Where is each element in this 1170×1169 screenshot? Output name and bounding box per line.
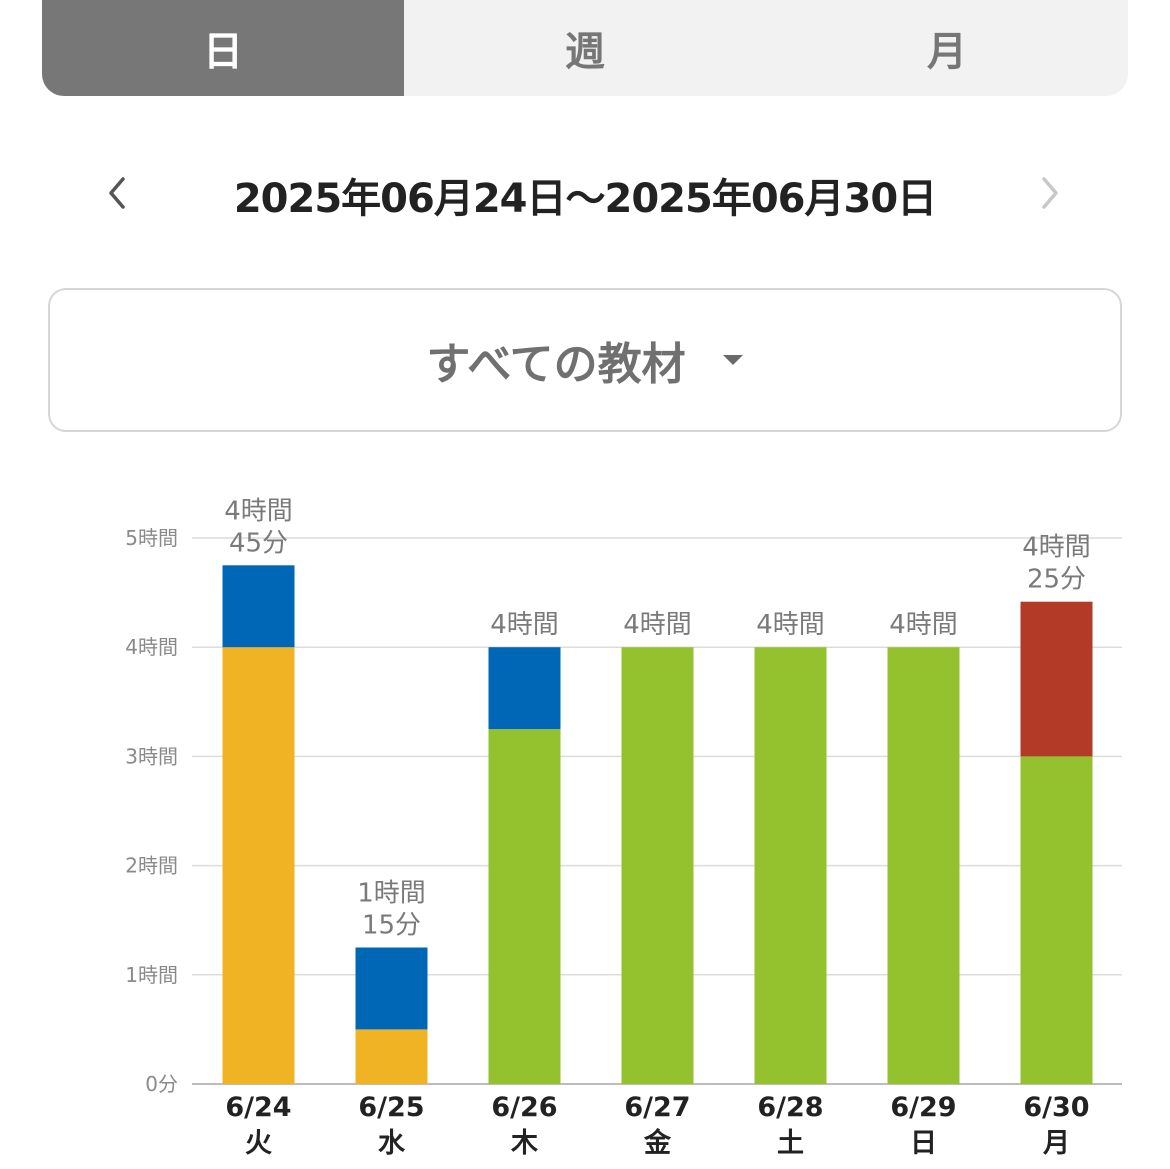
- bar-segment: [222, 565, 295, 648]
- bar-total-label: 4時間: [889, 610, 958, 640]
- x-weekday-label: 木: [510, 1128, 538, 1159]
- bar-segment: [887, 647, 960, 1084]
- tab-week[interactable]: 週: [565, 29, 605, 75]
- x-date-label: 6/29: [890, 1092, 956, 1123]
- y-tick-label: 4時間: [125, 635, 178, 659]
- bar-total-label: 4時間: [623, 610, 692, 640]
- bar-segment: [1020, 601, 1093, 757]
- bar-segment: [754, 647, 827, 1084]
- y-tick-label: 3時間: [125, 744, 178, 768]
- bar-total-label: 25分: [1027, 565, 1086, 595]
- bar-segment: [1020, 756, 1093, 1084]
- x-weekday-label: 火: [245, 1128, 272, 1159]
- material-filter-dropdown[interactable]: すべての教材: [48, 288, 1122, 432]
- bar-segment: [621, 647, 694, 1084]
- bar-segment: [488, 729, 561, 1084]
- tab-day[interactable]: 日: [42, 0, 404, 96]
- y-tick-label: 5時間: [125, 526, 178, 550]
- x-weekday-label: 金: [643, 1127, 672, 1159]
- chevron-left-icon: [109, 177, 125, 209]
- x-date-label: 6/27: [624, 1092, 690, 1123]
- chevron-right-icon: [1042, 177, 1058, 209]
- x-weekday-label: 日: [910, 1128, 937, 1159]
- x-weekday-label: 土: [777, 1128, 804, 1159]
- bar-total-label: 4時間: [756, 610, 825, 640]
- date-range-row: 2025年06月24日〜2025年06月30日: [0, 150, 1170, 236]
- prev-period-button[interactable]: [92, 168, 142, 218]
- bar-segment: [222, 647, 295, 1084]
- x-date-label: 6/25: [358, 1092, 424, 1123]
- bar-segment: [355, 1029, 428, 1084]
- y-tick-label: 1時間: [125, 963, 178, 987]
- bar-total-label: 4時間: [1022, 533, 1091, 563]
- period-tabs: 日 週 月: [42, 0, 1128, 96]
- y-tick-label: 2時間: [125, 854, 178, 878]
- bar-total-label: 1時間: [357, 879, 426, 909]
- bar-segment: [488, 647, 561, 730]
- bar-total-label: 4時間: [224, 496, 293, 526]
- next-period-button[interactable]: [1025, 168, 1075, 218]
- study-time-chart: 0分1時間2時間3時間4時間5時間4時間45分6/24火1時間15分6/25水4…: [125, 496, 1122, 1159]
- x-weekday-label: 月: [1042, 1128, 1070, 1159]
- bar-total-label: 15分: [362, 911, 421, 941]
- x-date-label: 6/26: [491, 1092, 557, 1123]
- tab-month[interactable]: 月: [927, 29, 967, 75]
- bar-total-label: 45分: [229, 528, 288, 558]
- x-date-label: 6/24: [225, 1092, 291, 1123]
- bar-segment: [355, 947, 428, 1030]
- x-date-label: 6/28: [757, 1092, 823, 1123]
- date-range-label: 2025年06月24日〜2025年06月30日: [233, 176, 937, 222]
- y-tick-label: 0分: [145, 1072, 178, 1096]
- bar-total-label: 4時間: [490, 610, 559, 640]
- x-weekday-label: 水: [378, 1128, 406, 1159]
- x-date-label: 6/30: [1023, 1092, 1089, 1123]
- caret-down-icon: [722, 353, 744, 367]
- material-filter-label: すべての教材: [426, 339, 686, 390]
